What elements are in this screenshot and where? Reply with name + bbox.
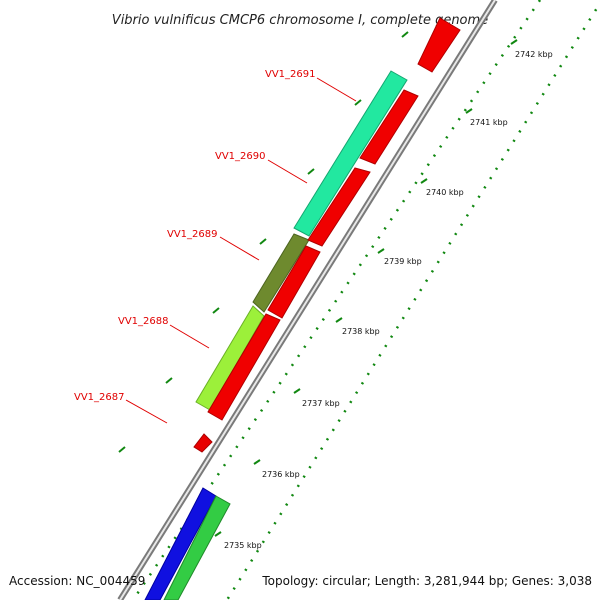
ruler-tick — [377, 248, 385, 254]
gene-feature-reverse[interactable] — [307, 167, 371, 247]
tick-label: 2741 kbp — [470, 118, 508, 127]
ruler-tick — [253, 459, 261, 465]
leader-line-vv1-2690 — [267, 159, 308, 184]
ruler-tick-labels: 2742 kbp 2741 kbp 2740 kbp 2739 kbp 2738… — [224, 50, 553, 550]
gene-feature-green[interactable] — [163, 495, 231, 600]
outer-tick — [118, 446, 126, 453]
leader-line-vv1-2689 — [219, 236, 260, 261]
gene-feature-vv1-2691[interactable] — [293, 70, 408, 237]
tick-label: 2740 kbp — [426, 188, 464, 197]
gene-feature-reverse[interactable] — [207, 313, 281, 421]
gene-feature-vv1-2689[interactable] — [252, 233, 310, 313]
tick-label: 2738 kbp — [342, 327, 380, 336]
ruler-tick — [293, 388, 301, 394]
gene-label-vv1-2690[interactable]: VV1_2690 — [215, 151, 266, 162]
gene-label-vv1-2689[interactable]: VV1_2689 — [167, 229, 218, 240]
topology-text: Topology: circular; Length: 3,281,944 bp… — [262, 574, 592, 588]
inner-dotted-ruler — [225, 0, 600, 600]
gene-label-vv1-2691[interactable]: VV1_2691 — [265, 69, 316, 80]
outer-tick — [259, 238, 267, 245]
tick-label: 2735 kbp — [224, 541, 262, 550]
accession-text: Accession: NC_004459 — [9, 574, 146, 588]
outer-tick — [307, 168, 315, 175]
ruler-tick — [214, 531, 222, 537]
outer-tick — [401, 31, 409, 38]
ruler-tick — [465, 108, 473, 114]
forward-strand-features — [144, 70, 408, 600]
gene-feature-blue[interactable] — [144, 487, 217, 600]
ruler-tick — [510, 39, 518, 45]
leader-line-vv1-2688 — [169, 324, 210, 349]
ruler-tick — [335, 317, 343, 323]
ruler-ticks — [214, 39, 518, 537]
tick-label: 2737 kbp — [302, 399, 340, 408]
tick-label: 2736 kbp — [262, 470, 300, 479]
ruler-tick — [420, 178, 428, 184]
backbone-highlight — [119, 0, 496, 600]
outer-tick — [354, 99, 362, 106]
tick-label: 2742 kbp — [515, 50, 553, 59]
gene-feature-reverse-top[interactable] — [417, 17, 461, 73]
outer-tick — [212, 307, 220, 314]
gene-labels: VV1_2691 VV1_2690 VV1_2689 VV1_2688 VV1_… — [74, 69, 316, 403]
gene-label-vv1-2687[interactable]: VV1_2687 — [74, 392, 125, 403]
gene-feature-reverse[interactable] — [267, 245, 321, 319]
outer-tick-marks — [118, 31, 409, 453]
leader-line-vv1-2687 — [125, 399, 168, 424]
leader-line-vv1-2691 — [316, 77, 357, 102]
gene-feature-vv1-2687[interactable] — [193, 433, 213, 453]
gene-feature-reverse[interactable] — [359, 89, 419, 165]
gene-label-leaders — [125, 77, 357, 424]
map-title: Vibrio vulnificus CMCP6 chromosome I, co… — [112, 13, 488, 28]
reverse-strand-features — [163, 17, 461, 600]
gene-label-vv1-2688[interactable]: VV1_2688 — [118, 316, 169, 327]
tick-label: 2739 kbp — [384, 257, 422, 266]
outer-tick — [165, 377, 173, 384]
